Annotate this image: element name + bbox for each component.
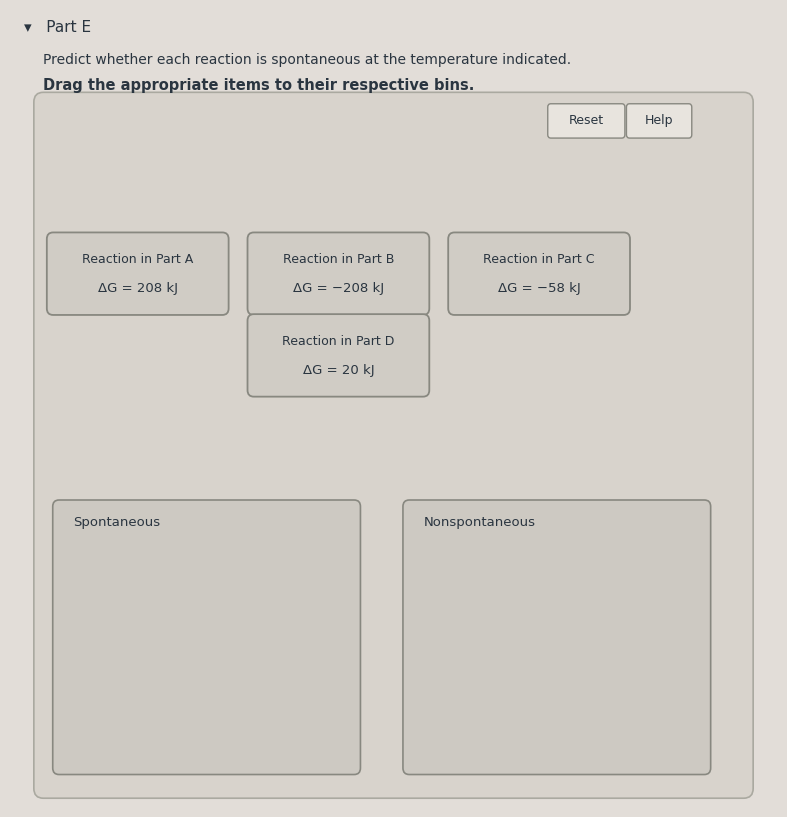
FancyBboxPatch shape — [548, 104, 625, 138]
Text: ΔG = 208 kJ: ΔG = 208 kJ — [98, 282, 178, 295]
Text: ΔG = −58 kJ: ΔG = −58 kJ — [497, 282, 581, 295]
FancyBboxPatch shape — [626, 104, 692, 138]
Text: Reaction in Part A: Reaction in Part A — [82, 253, 194, 266]
FancyBboxPatch shape — [403, 500, 711, 775]
Text: Reset: Reset — [569, 114, 604, 127]
Text: Reaction in Part B: Reaction in Part B — [283, 253, 394, 266]
FancyBboxPatch shape — [449, 233, 630, 315]
FancyBboxPatch shape — [247, 315, 430, 397]
FancyBboxPatch shape — [53, 500, 360, 775]
Text: Drag the appropriate items to their respective bins.: Drag the appropriate items to their resp… — [43, 78, 475, 92]
FancyBboxPatch shape — [34, 92, 753, 798]
Text: Reaction in Part C: Reaction in Part C — [483, 253, 595, 266]
Text: Predict whether each reaction is spontaneous at the temperature indicated.: Predict whether each reaction is spontan… — [43, 53, 571, 67]
FancyBboxPatch shape — [247, 233, 430, 315]
Text: Reaction in Part D: Reaction in Part D — [283, 335, 394, 348]
Text: ▾   Part E: ▾ Part E — [24, 20, 91, 35]
Text: Spontaneous: Spontaneous — [73, 516, 161, 529]
Text: Help: Help — [645, 114, 674, 127]
Text: Nonspontaneous: Nonspontaneous — [423, 516, 535, 529]
Text: ΔG = −208 kJ: ΔG = −208 kJ — [293, 282, 384, 295]
FancyBboxPatch shape — [47, 233, 228, 315]
Text: ΔG = 20 kJ: ΔG = 20 kJ — [302, 364, 375, 377]
